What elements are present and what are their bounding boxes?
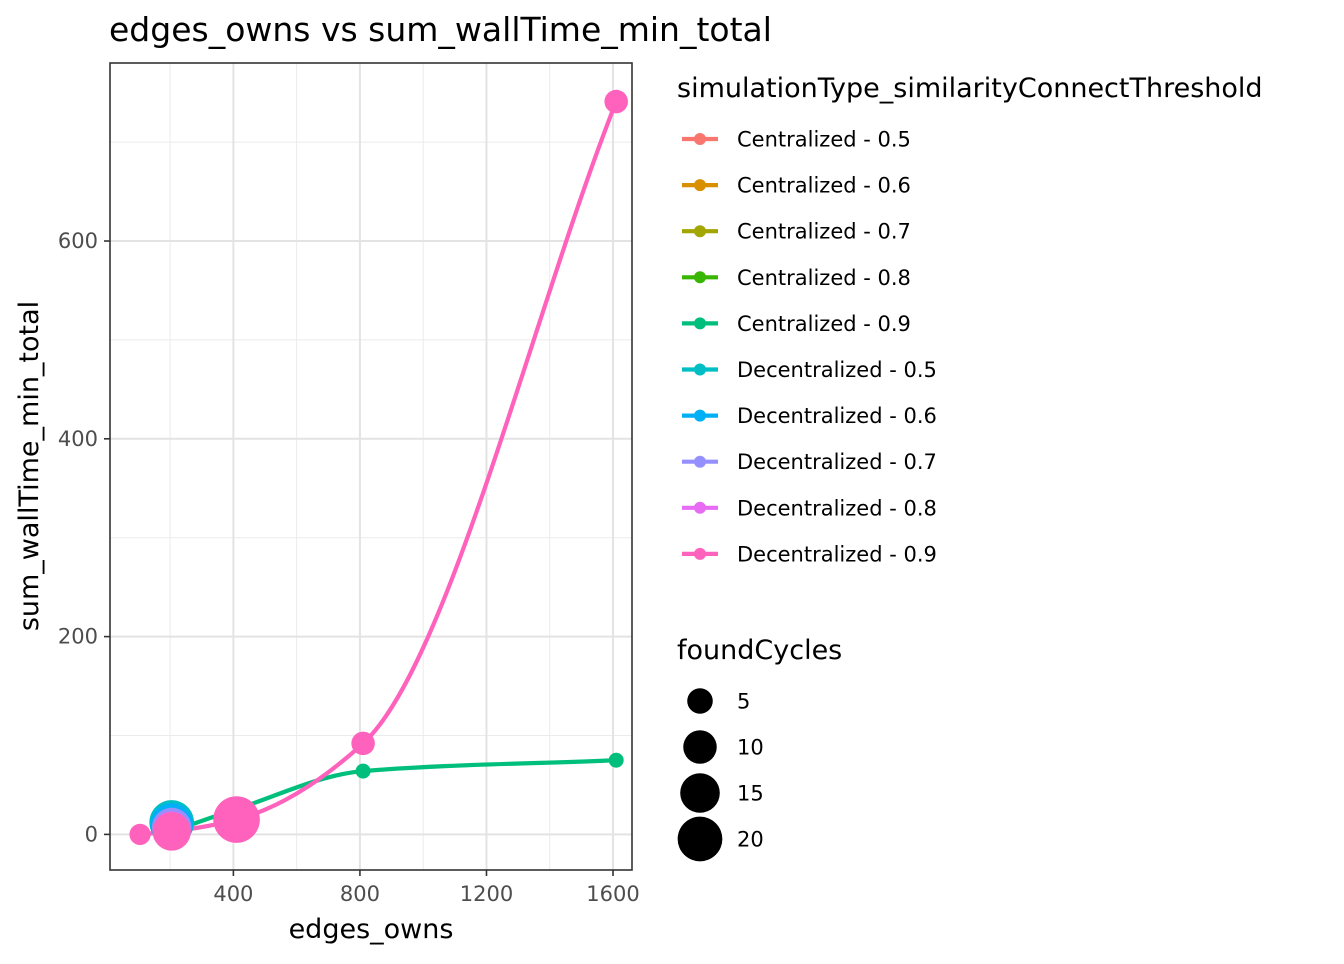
legend-item: Centralized - 0.9 [682, 312, 911, 336]
x-tick-label: 800 [340, 882, 380, 906]
size-legend-label: 10 [737, 736, 764, 760]
plot-border [109, 62, 633, 871]
x-axis-title: edges_owns [289, 914, 454, 945]
data-point [129, 823, 151, 846]
y-axis: 0 200 400 600 [58, 229, 110, 846]
legend-label: Centralized - 0.6 [737, 174, 911, 198]
size-legend-label: 5 [737, 690, 750, 714]
legend-size-items: 5 10 15 20 [677, 688, 764, 862]
size-legend-key [680, 773, 720, 813]
data-point [355, 763, 371, 779]
legend-label: Decentralized - 0.7 [737, 450, 937, 474]
legend-key-point [694, 179, 706, 192]
data-point [213, 796, 260, 843]
legend-color-title: simulationType_similarityConnectThreshol… [677, 73, 1263, 104]
chart-title: edges_owns vs sum_wallTime_min_total [109, 10, 772, 49]
x-tick-label: 400 [213, 882, 253, 906]
size-legend-item: 5 [687, 688, 750, 714]
size-legend-key [683, 730, 717, 764]
legend-item: Centralized - 0.8 [682, 266, 911, 290]
data-point [351, 731, 375, 756]
y-tick-label: 200 [58, 625, 98, 649]
y-axis-title: sum_wallTime_min_total [14, 301, 45, 631]
legend-key-point [694, 317, 706, 330]
legend-item: Decentralized - 0.5 [682, 358, 937, 382]
y-tick-label: 600 [58, 229, 98, 253]
legend-key-point [694, 271, 706, 284]
legend-item: Decentralized - 0.7 [682, 450, 937, 474]
data-point [608, 752, 624, 768]
x-tick-label: 1600 [586, 882, 639, 906]
legend-label: Decentralized - 0.8 [737, 496, 937, 520]
data-point [604, 89, 628, 114]
legend-label: Centralized - 0.5 [737, 128, 911, 152]
legend-item: Centralized - 0.5 [682, 128, 911, 152]
size-legend-item: 10 [683, 730, 764, 764]
legend-label: Centralized - 0.8 [737, 266, 911, 290]
legend-key-point [694, 501, 706, 514]
legend-label: Decentralized - 0.5 [737, 358, 937, 382]
x-tick-label: 1200 [460, 882, 513, 906]
legend-item: Decentralized - 0.8 [682, 496, 937, 520]
size-legend-item: 15 [680, 773, 764, 813]
size-legend-label: 20 [737, 828, 764, 852]
legend-item: Centralized - 0.7 [682, 220, 911, 244]
legend-size-title: foundCycles [677, 635, 842, 666]
legend-color-items: Centralized - 0.5 Centralized - 0.6 Centra… [682, 128, 937, 566]
legend-label: Decentralized - 0.6 [737, 404, 937, 428]
legend-item: Centralized - 0.6 [682, 174, 911, 198]
legend-label: Centralized - 0.7 [737, 220, 911, 244]
data-points [129, 89, 628, 851]
legend-item: Decentralized - 0.6 [682, 404, 937, 428]
size-legend-label: 15 [737, 782, 764, 806]
y-tick-label: 400 [58, 427, 98, 451]
x-axis: 400 800 1200 1600 [213, 870, 640, 906]
legend-key-point [694, 547, 706, 560]
legend-key-point [694, 225, 706, 238]
size-legend-item: 20 [677, 816, 764, 862]
size-legend-key [677, 816, 723, 862]
legend: simulationType_similarityConnectThreshol… [677, 73, 1263, 862]
legend-key-point [694, 363, 706, 376]
legend-item: Decentralized - 0.9 [682, 542, 937, 566]
legend-key-point [694, 409, 706, 422]
legend-key-point [694, 133, 706, 145]
y-tick-label: 0 [85, 822, 98, 846]
data-point [152, 812, 191, 851]
size-legend-key [687, 688, 713, 714]
legend-label: Centralized - 0.9 [737, 312, 911, 336]
legend-key-point [694, 455, 706, 468]
legend-label: Decentralized - 0.9 [737, 542, 937, 566]
